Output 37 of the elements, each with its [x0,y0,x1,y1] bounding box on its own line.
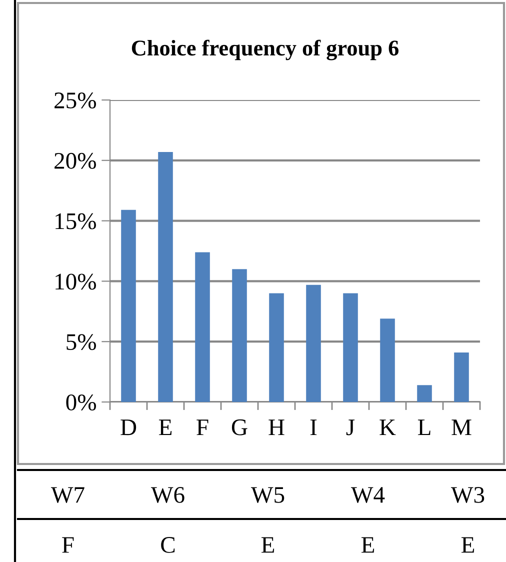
x-tick-label: L [418,420,430,436]
text: W4 [350,487,385,504]
y-tick-label: 10% [56,274,96,290]
x-tick-label: I [310,420,317,436]
text: W3 [450,487,484,504]
x-tick-label: F [196,420,208,436]
x-tick-label: M [452,420,472,436]
y-tick-label: 25% [54,92,96,108]
chart-title: Choice frequency of group 6 [132,40,399,60]
x-tick-label: H [268,420,284,436]
bar [343,293,358,402]
bar [454,352,469,402]
bar [380,318,395,402]
y-tick-label: 15% [56,213,96,230]
y-tick-label: 5% [66,334,96,350]
y-tick-label: 20% [54,152,96,169]
x-tick-label: D [120,420,136,436]
text: E [261,537,274,553]
bar [306,284,321,402]
bar [417,385,432,402]
x-tick-label: K [380,420,396,436]
text: E [461,537,474,553]
y-tick-label: 0% [66,394,96,410]
text: W5 [250,487,284,504]
x-tick-label: J [346,420,355,436]
x-tick-label: E [158,420,172,436]
text: F [62,537,74,553]
bar [195,252,210,402]
x-tick-label: G [232,419,248,436]
text: E [361,537,374,553]
bar [269,293,284,402]
text: W7 [50,487,84,504]
bar [121,210,136,402]
bar [158,152,173,402]
text: C [161,537,175,553]
bar [232,269,247,402]
text: W6 [150,487,184,504]
